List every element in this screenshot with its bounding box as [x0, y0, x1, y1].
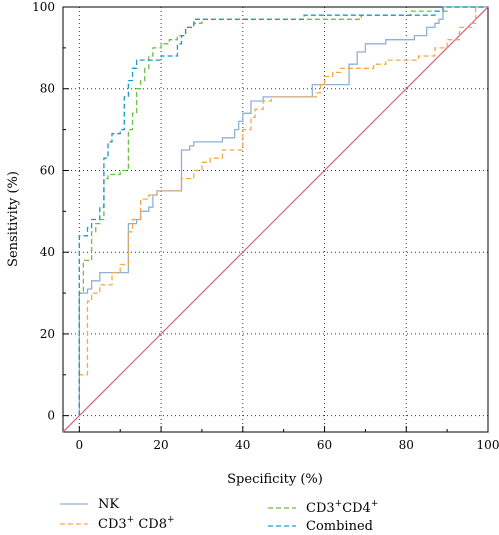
series-line-combined	[78, 6, 488, 416]
y-tick-label: 40	[40, 245, 55, 259]
plot-frame	[62, 6, 489, 433]
legend-item: CD3+​ CD8+​	[60, 515, 175, 532]
series-lines	[62, 6, 489, 433]
legend-label-part: CD3	[306, 501, 335, 516]
y-tick-label: 20	[40, 327, 55, 341]
legend-label-superscript: +	[335, 499, 343, 509]
y-axis-title: Sensitivity (%)	[6, 171, 21, 267]
y-tick-label: 100	[32, 0, 55, 14]
series-line-cd3-cd8-	[78, 6, 488, 416]
legend-label-superscript: +	[371, 499, 379, 509]
legend-label-part: CD8	[134, 517, 167, 532]
legend-label-superscript: +	[167, 515, 175, 525]
y-tick-label: 0	[47, 409, 55, 423]
x-tick-label: 20	[153, 438, 168, 452]
legend-item: Combined	[268, 519, 373, 534]
legend-label: Combined	[306, 519, 373, 534]
series-line-cd3-cd4-	[78, 6, 488, 416]
x-tick-label: 0	[76, 438, 84, 452]
legend-label: CD3+​ CD8+​	[98, 515, 175, 532]
x-axis-title: Specificity (%)	[227, 472, 323, 487]
legend-item: CD3+​CD4+​	[268, 499, 378, 516]
x-tick-label: 80	[399, 438, 414, 452]
legend-label: NK	[98, 497, 119, 512]
y-tick-label: 60	[40, 163, 55, 177]
legend-label-part: NK	[98, 497, 119, 512]
reference-diagonal-line	[62, 6, 489, 433]
legend: NK CD3+​ CD8+​ CD3+​CD4+​ Combined	[60, 497, 378, 534]
legend-label: CD3+​CD4+​	[306, 499, 378, 516]
series-line-nk	[78, 6, 488, 416]
x-tick-label: 100	[477, 438, 499, 452]
legend-label-part: CD4	[342, 501, 371, 516]
y-tick-label: 80	[40, 82, 55, 96]
x-tick-label: 60	[317, 438, 332, 452]
legend-label-superscript: +	[127, 515, 135, 525]
axis-ticks: 0 20 40 60 80 100 0 20 40 60 80 100	[32, 0, 499, 452]
legend-label-part: CD3	[98, 517, 127, 532]
legend-label-part: Combined	[306, 519, 373, 534]
legend-item: NK	[60, 497, 119, 512]
x-tick-label: 40	[235, 438, 250, 452]
